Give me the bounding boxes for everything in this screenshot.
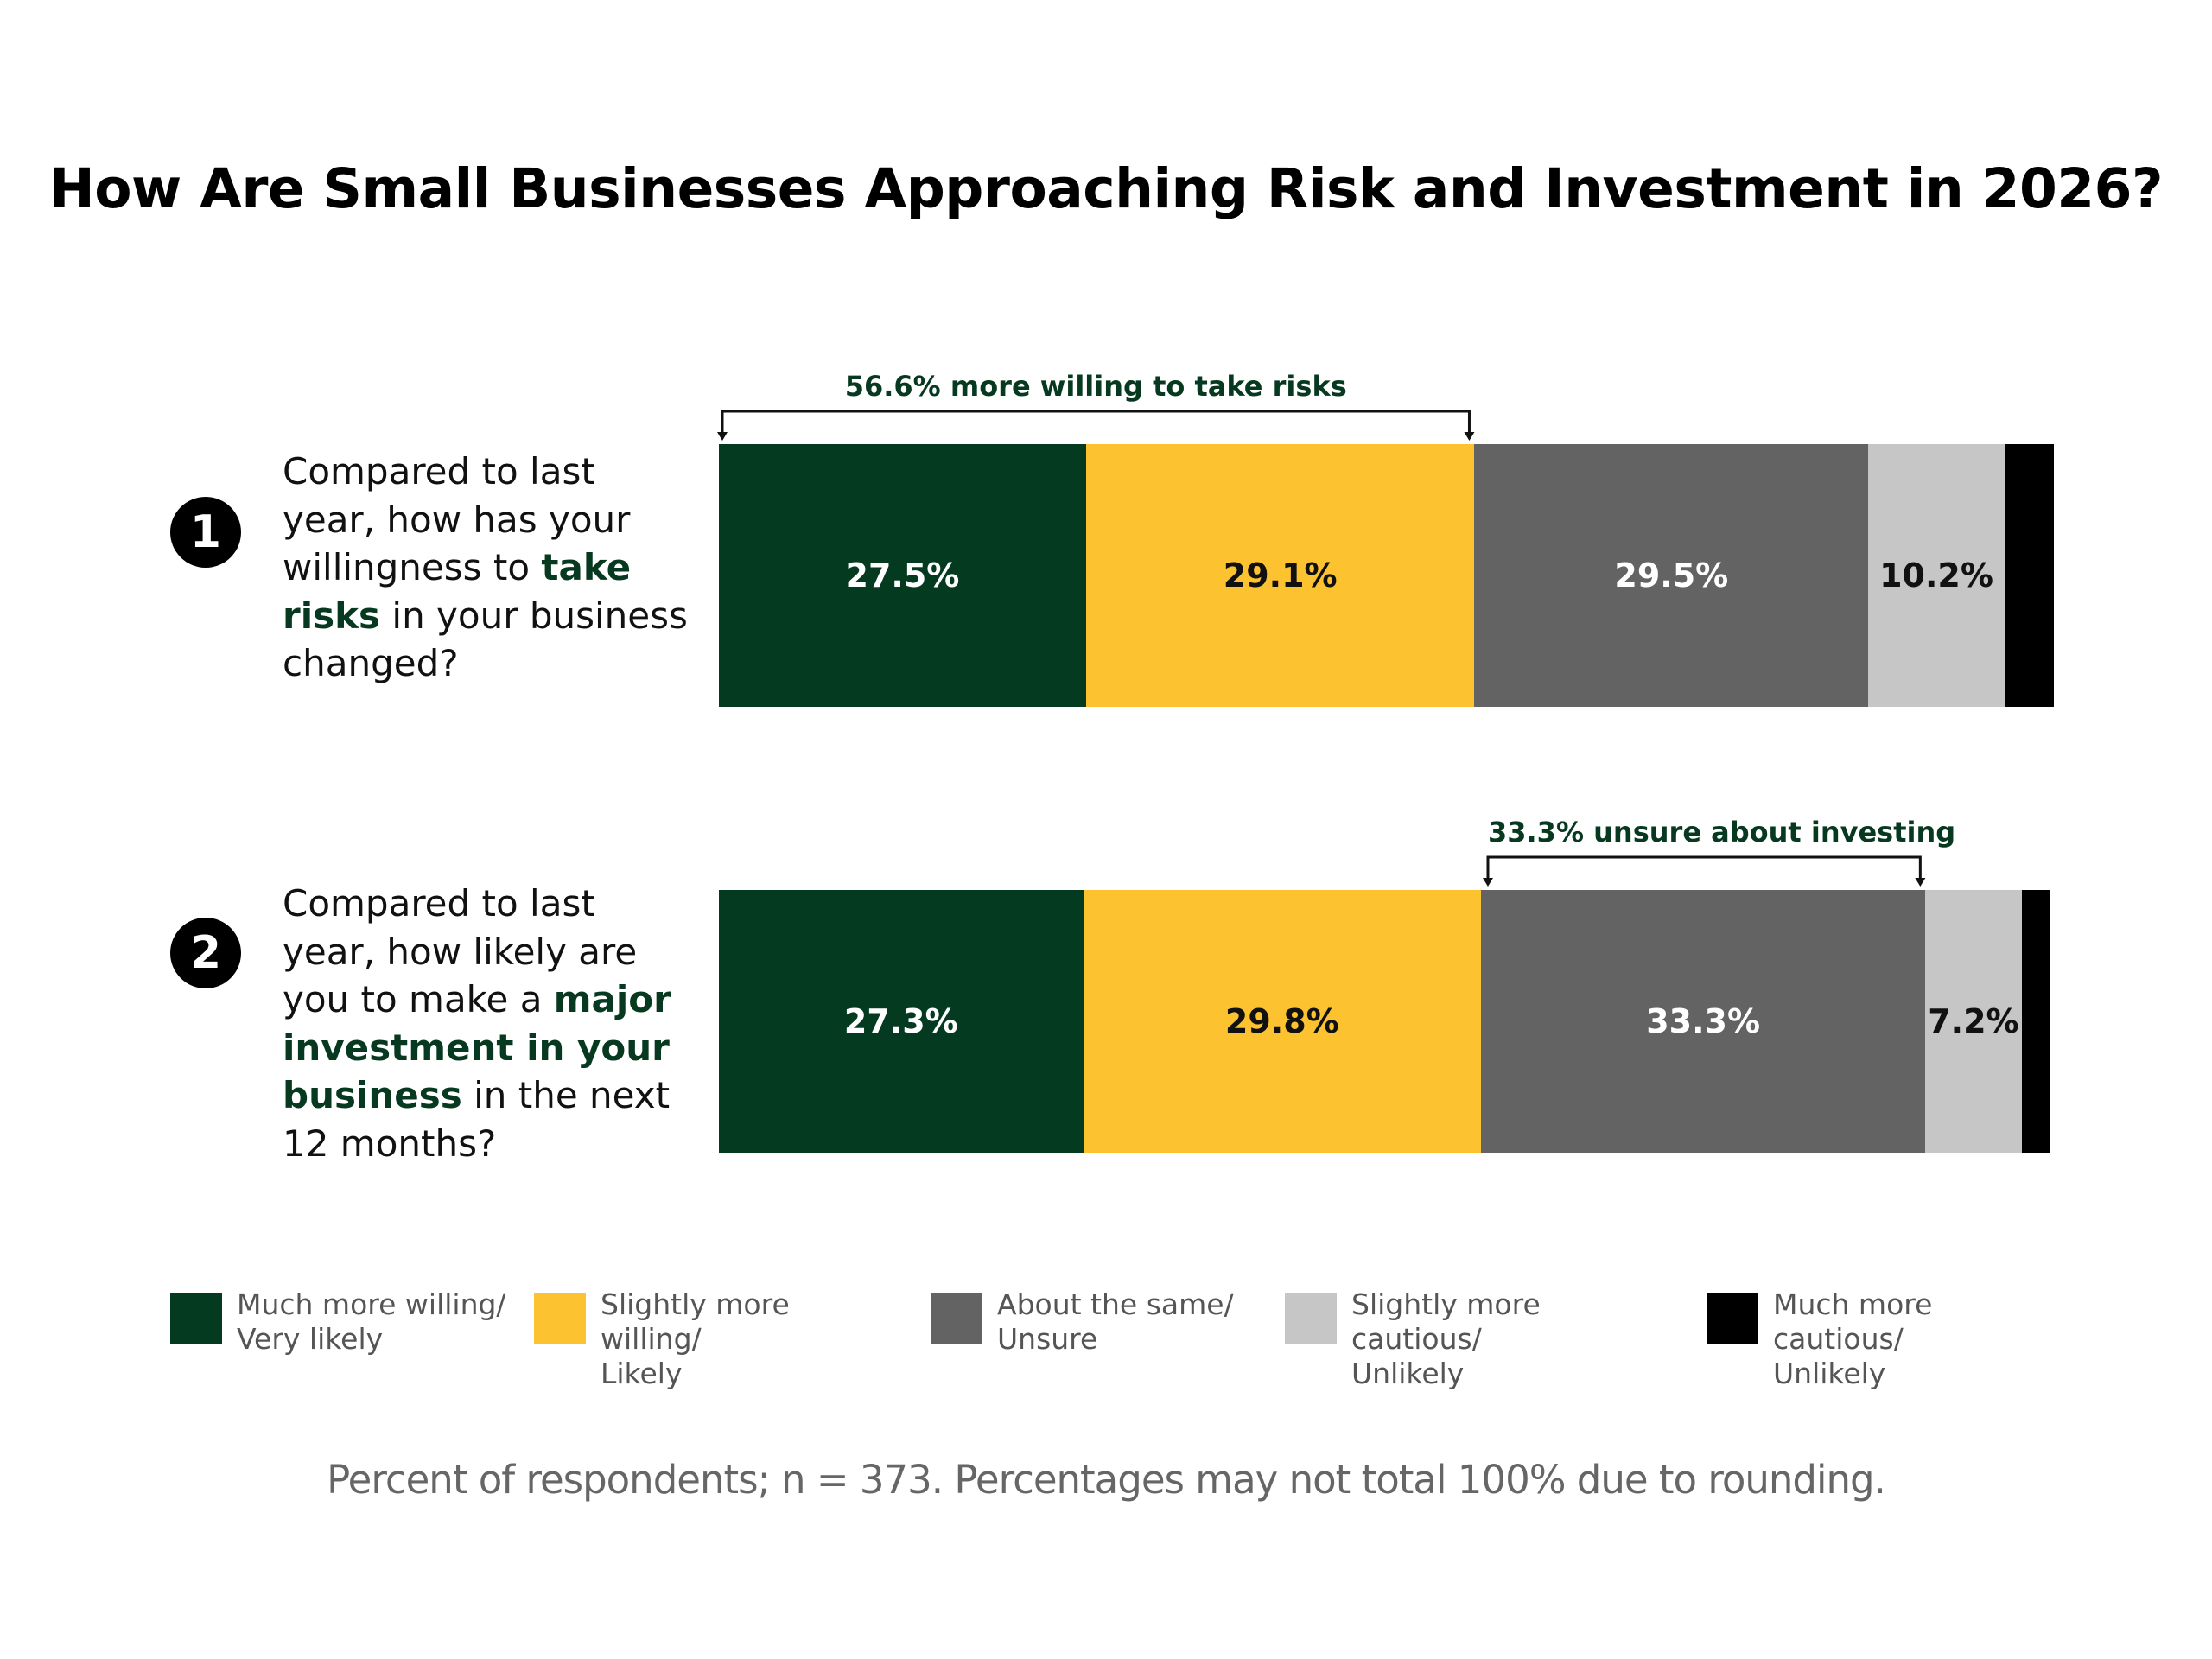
legend-swatch — [170, 1293, 222, 1344]
question-part: in the next 12 months? — [283, 1074, 671, 1165]
bracket-label: 56.6% more willing to take risks — [844, 370, 1347, 403]
bracket-label: 33.3% unsure about investing — [1487, 816, 1956, 849]
data-label: 27.5% — [845, 556, 960, 594]
bar-segment: 27.5% — [719, 444, 1086, 707]
data-label: 7.2% — [1928, 1002, 2019, 1040]
stacked-bar: 27.5% 29.1% 29.5% 10.2% — [719, 444, 2054, 707]
question-emphasis: take risks — [283, 546, 632, 637]
bracket-line — [721, 410, 1471, 435]
bar-segment: 7.2% — [1925, 890, 2022, 1153]
bar-segment: 27.3% — [719, 890, 1084, 1153]
data-label: 10.2% — [1879, 556, 1993, 594]
question-text: Compared to last year, how likely are yo… — [283, 880, 697, 1167]
data-label: 33.3% — [1646, 1002, 1761, 1040]
question-emphasis: major investment in your business — [283, 978, 671, 1116]
question-part: Compared to last year, how likely are yo… — [283, 882, 638, 1020]
bar-segment: 29.8% — [1083, 890, 1481, 1153]
legend-swatch — [1707, 1293, 1758, 1344]
legend-swatch — [1285, 1293, 1337, 1344]
chart-title: How Are Small Businesses Approaching Ris… — [48, 157, 2164, 220]
data-label: 27.3% — [843, 1002, 958, 1040]
arrow-down-icon — [1464, 432, 1475, 441]
question-number-badge: 2 — [170, 918, 241, 988]
question-part: Compared to last year, how has your will… — [283, 450, 631, 588]
bar-segment: 33.3% — [1480, 890, 1926, 1153]
question-part: in your business changed? — [283, 594, 688, 685]
arrow-down-icon — [717, 432, 728, 441]
data-label: 29.1% — [1223, 556, 1338, 594]
stacked-bar: 27.3% 29.8% 33.3% 7.2% — [719, 890, 2050, 1153]
legend-swatch — [534, 1293, 586, 1344]
legend-label: Slightly more willing/ Likely — [601, 1287, 790, 1390]
bar-segment: 10.2% — [1868, 444, 2005, 707]
legend-label: Much more cautious/ Unlikely — [1773, 1287, 1933, 1390]
legend-label: About the same/ Unsure — [997, 1287, 1234, 1356]
bracket-line — [1486, 855, 1922, 881]
footnote: Percent of respondents; n = 373. Percent… — [327, 1457, 1886, 1503]
data-label: 29.5% — [1614, 556, 1729, 594]
data-label: 29.8% — [1224, 1002, 1339, 1040]
question-number-badge: 1 — [170, 497, 241, 568]
arrow-down-icon — [1915, 878, 1926, 887]
legend-swatch — [931, 1293, 982, 1344]
arrow-down-icon — [1482, 878, 1493, 887]
bar-segment — [2021, 890, 2050, 1153]
bar-segment — [2004, 444, 2054, 707]
bar-segment: 29.5% — [1474, 444, 1869, 707]
question-text: Compared to last year, how has your will… — [283, 448, 697, 688]
legend-label: Much more willing/ Very likely — [237, 1287, 506, 1356]
legend-label: Slightly more cautious/ Unlikely — [1351, 1287, 1541, 1390]
bar-segment: 29.1% — [1085, 444, 1475, 707]
